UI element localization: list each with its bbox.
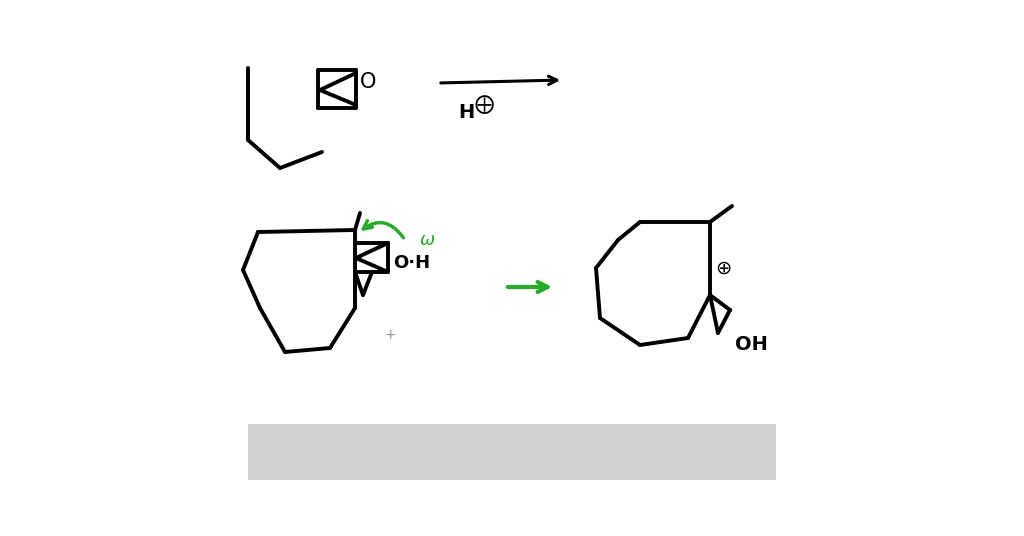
Text: OH: OH [735,336,768,354]
Text: O: O [360,72,377,92]
Text: H$^{\bigoplus}$: H$^{\bigoplus}$ [458,96,496,123]
Bar [248,424,776,480]
Text: O·H: O·H [393,254,430,272]
Text: ⊕: ⊕ [715,258,731,278]
Text: ω: ω [420,231,435,249]
Text: +: + [384,328,396,342]
